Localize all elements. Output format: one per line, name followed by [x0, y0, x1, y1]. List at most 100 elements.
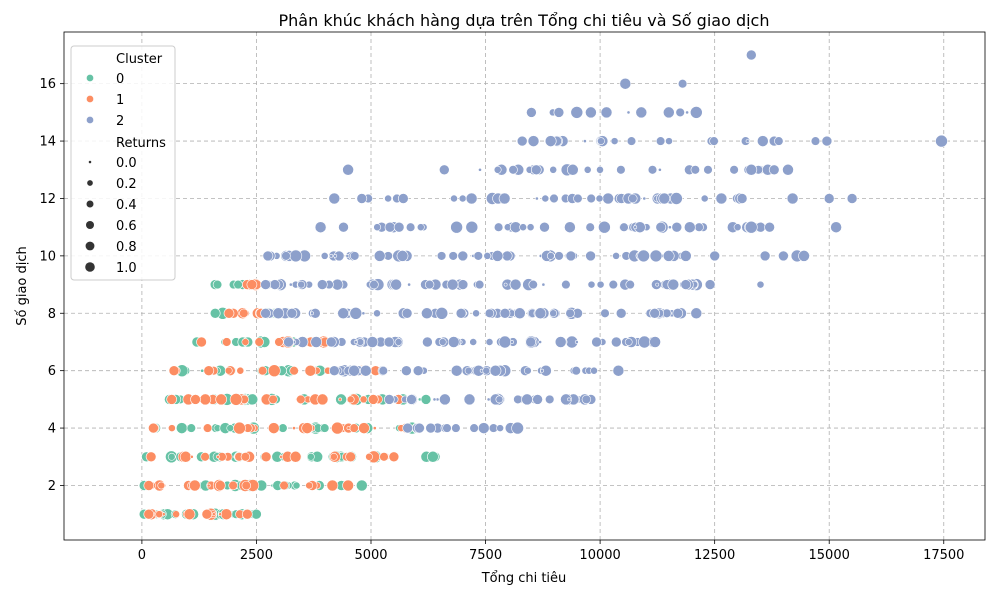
y-tick-label: 16	[39, 77, 56, 92]
data-point	[209, 307, 221, 319]
data-point	[328, 365, 340, 377]
data-point	[600, 308, 610, 318]
data-point	[281, 251, 291, 261]
data-point	[583, 165, 592, 174]
data-point	[539, 221, 550, 233]
data-point	[709, 250, 721, 262]
data-point	[495, 395, 504, 404]
legend-box	[70, 45, 176, 281]
y-tick-label: 10	[39, 249, 56, 264]
data-point	[450, 220, 463, 234]
data-point	[283, 336, 294, 348]
x-tick-label: 2500	[240, 548, 273, 563]
data-point	[570, 106, 584, 119]
data-point	[345, 451, 356, 463]
y-axis-ticks: 2 4 6 8 10 12 14 16	[39, 77, 64, 494]
data-point	[745, 139, 750, 144]
data-point	[485, 338, 494, 346]
data-point	[330, 452, 338, 461]
data-point	[759, 250, 771, 262]
data-point	[393, 221, 405, 233]
legend-hue-label: 0	[116, 72, 124, 87]
data-point	[486, 397, 491, 402]
data-point	[690, 307, 703, 320]
legend-size-marker	[88, 160, 92, 164]
plot-frame	[63, 31, 986, 541]
data-point	[567, 397, 572, 402]
data-point	[222, 337, 232, 347]
data-point	[511, 421, 524, 435]
data-point	[383, 394, 395, 405]
data-point	[525, 336, 537, 348]
x-tick-label: 10000	[579, 548, 620, 563]
data-point	[523, 366, 532, 375]
data-point	[513, 307, 526, 320]
data-point	[421, 307, 433, 320]
data-point	[519, 223, 527, 232]
data-point	[649, 249, 663, 263]
x-tick-label: 0	[138, 548, 146, 563]
data-point	[499, 307, 511, 319]
data-point	[626, 136, 637, 146]
data-point	[830, 221, 842, 234]
data-point	[292, 426, 296, 431]
data-point	[372, 426, 377, 431]
data-point	[608, 279, 618, 290]
data-point	[350, 251, 360, 261]
data-point	[544, 135, 557, 147]
data-point	[240, 452, 251, 462]
data-point	[145, 451, 157, 463]
data-point	[527, 135, 540, 147]
data-point	[549, 193, 559, 204]
data-point	[585, 222, 595, 232]
x-tick-label: 7500	[469, 548, 502, 563]
data-point	[241, 480, 251, 491]
data-point	[602, 192, 614, 205]
y-tick-label: 6	[48, 364, 56, 379]
data-point	[305, 481, 314, 490]
data-point	[683, 221, 696, 234]
data-point	[296, 394, 306, 405]
data-point	[680, 279, 692, 290]
data-point	[744, 220, 758, 234]
data-point	[729, 165, 739, 175]
data-point	[179, 450, 192, 463]
data-point	[188, 479, 201, 492]
data-point	[464, 366, 473, 375]
data-point	[503, 282, 508, 287]
data-point	[635, 106, 648, 119]
data-point	[203, 365, 215, 377]
data-point	[587, 280, 596, 289]
data-point	[196, 336, 207, 348]
data-point	[349, 306, 363, 320]
data-point	[610, 336, 622, 348]
data-point	[768, 164, 780, 176]
data-point	[367, 394, 379, 405]
data-point	[346, 395, 355, 404]
data-point	[424, 279, 435, 290]
legend-size-label: 0.2	[116, 177, 137, 192]
data-point	[251, 508, 262, 520]
data-point	[254, 337, 264, 347]
data-point	[566, 163, 579, 176]
data-point	[581, 394, 592, 405]
data-point	[420, 394, 432, 405]
data-point	[435, 306, 449, 320]
data-point	[778, 250, 789, 262]
data-point	[733, 223, 742, 232]
data-point	[220, 508, 233, 521]
data-point	[591, 336, 602, 348]
data-point	[383, 336, 395, 348]
data-point	[325, 336, 337, 348]
data-point	[314, 221, 327, 234]
data-point	[412, 365, 424, 377]
data-point	[626, 110, 631, 115]
data-point	[649, 307, 661, 319]
data-point	[501, 250, 513, 262]
y-tick-label: 8	[48, 307, 56, 322]
data-point	[246, 279, 258, 290]
data-point	[190, 394, 201, 405]
data-point	[342, 163, 354, 176]
data-point	[268, 394, 278, 405]
data-point	[667, 278, 680, 291]
